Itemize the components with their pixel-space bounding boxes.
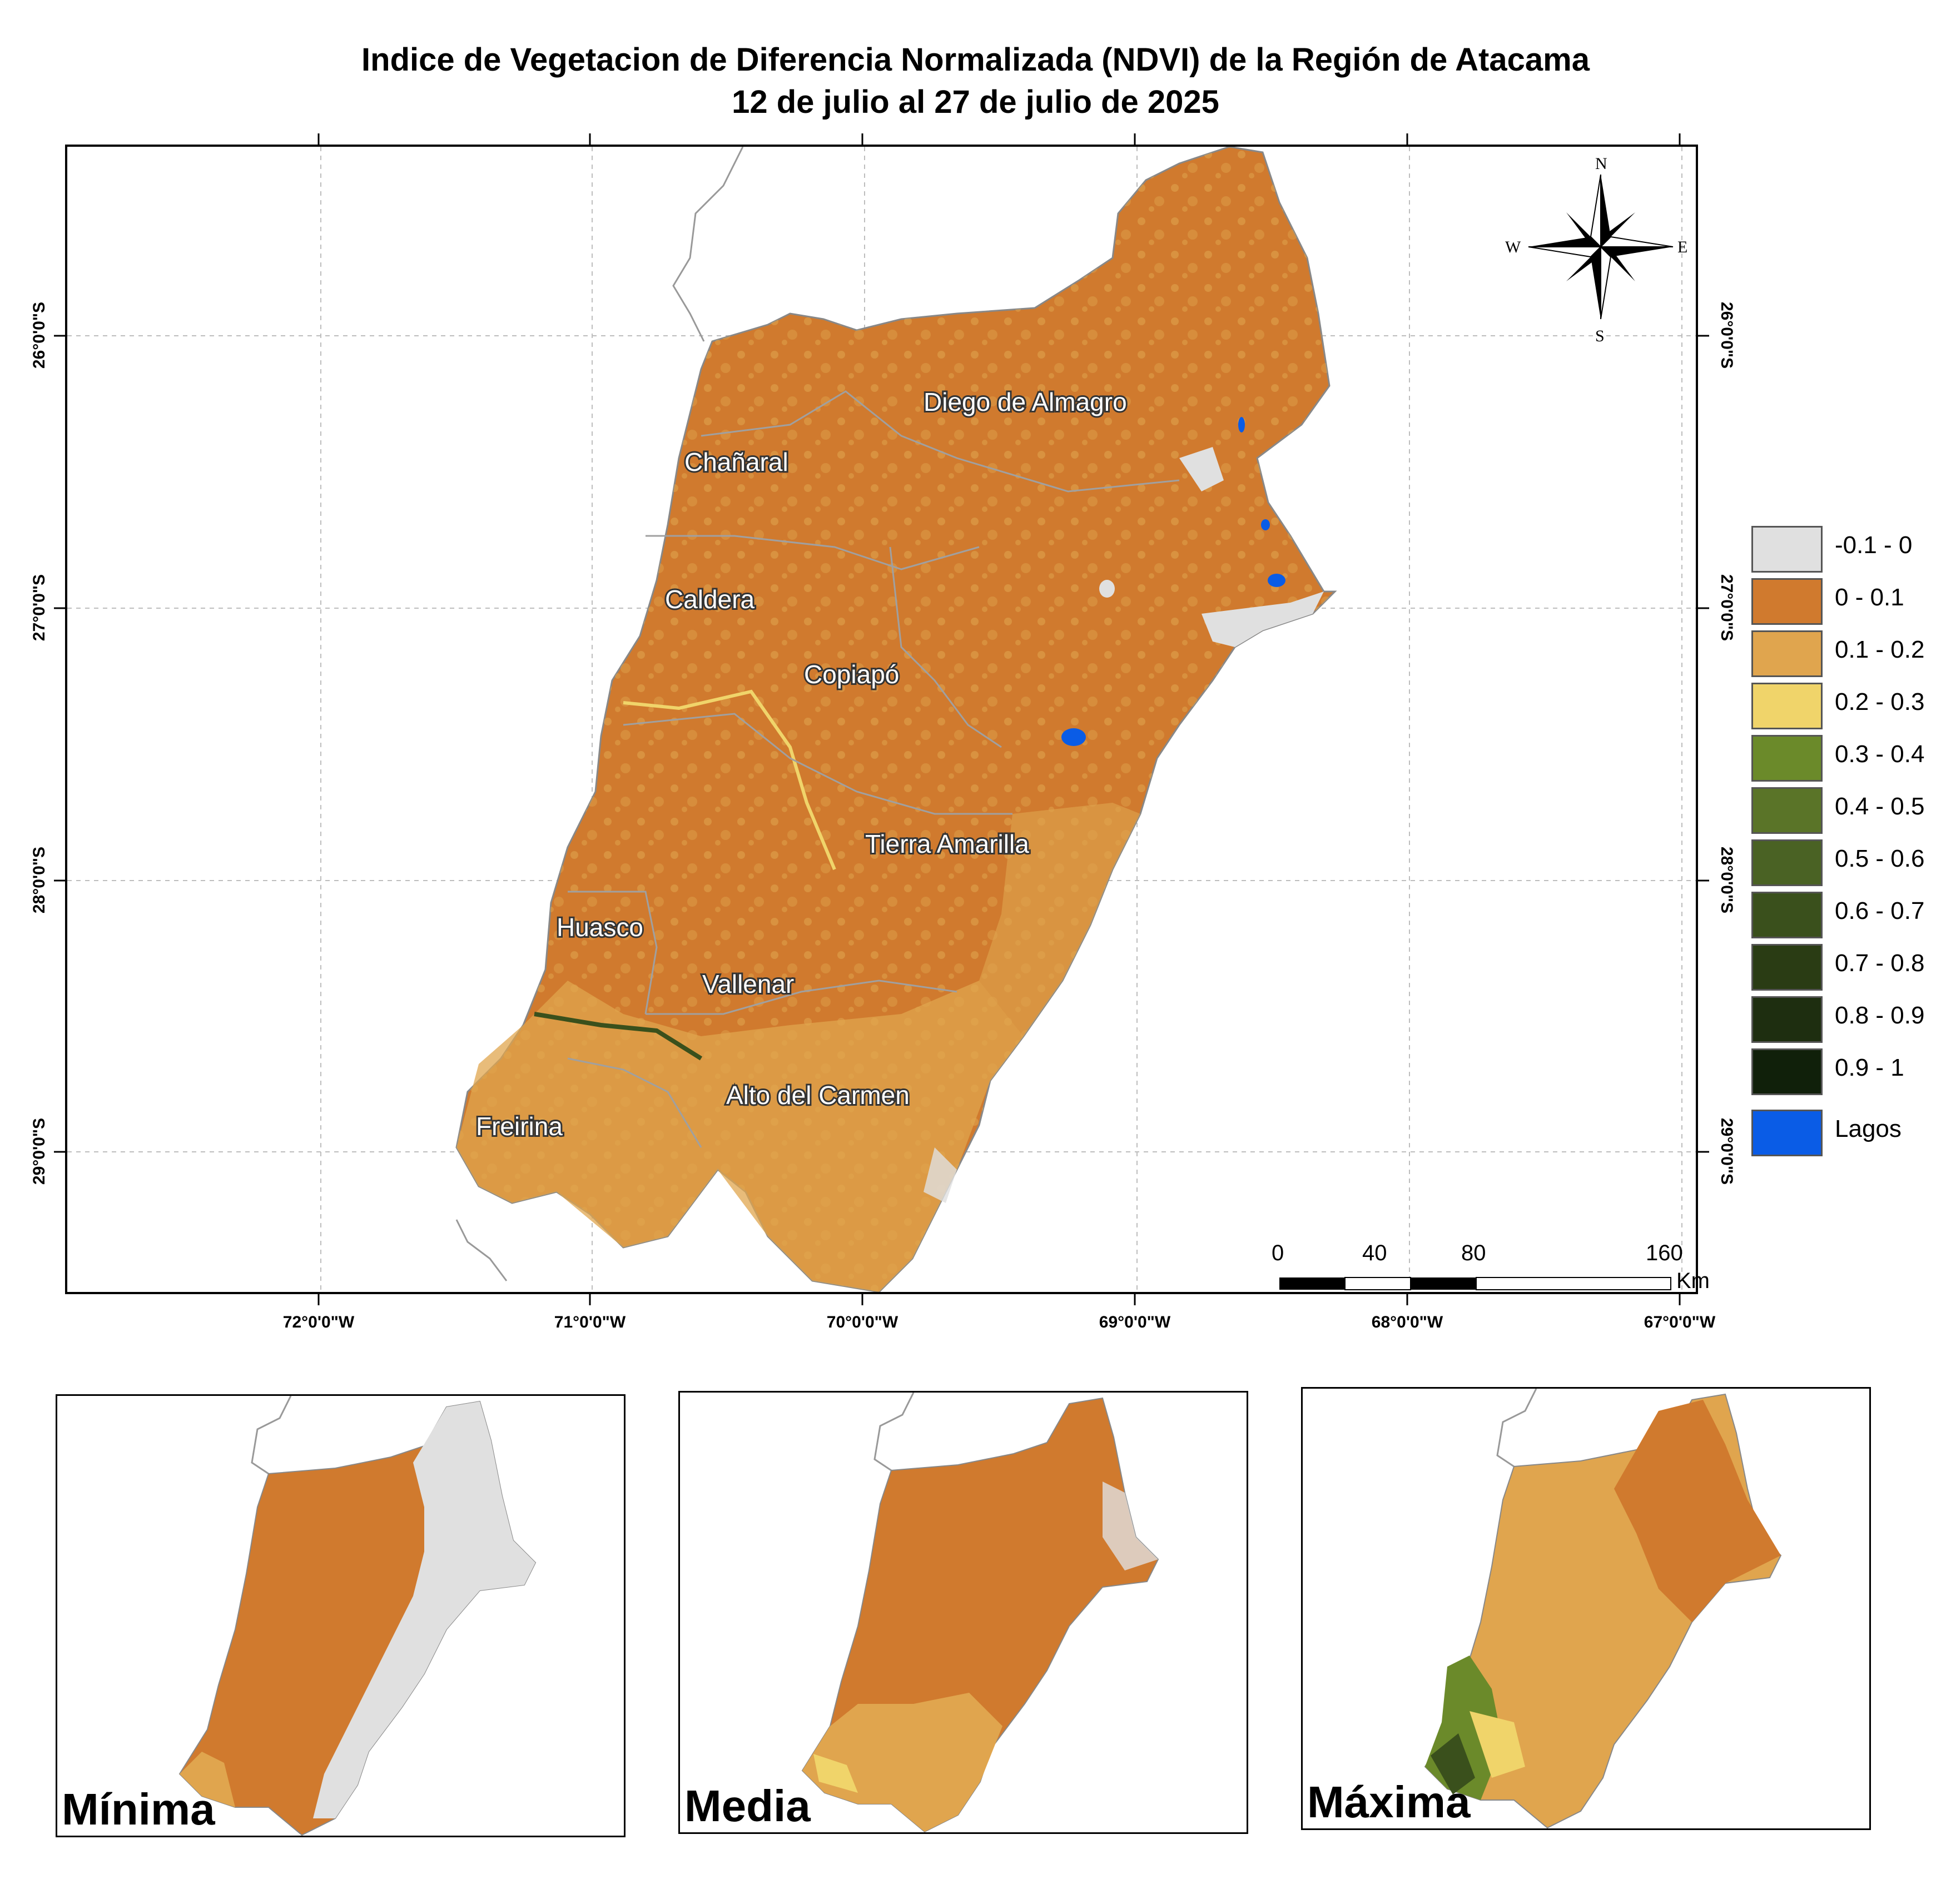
- main-map-canvas: Diego de Almagro Chañaral Caldera Copiap…: [67, 147, 1696, 1292]
- lat-label-right: 28°0'0"S: [1717, 846, 1736, 914]
- lon-label: 69°0'0"W: [1099, 1313, 1171, 1331]
- lat-label: 29°0'0"S: [30, 1117, 48, 1185]
- legend-item: 0.9 - 1: [1751, 1045, 1940, 1095]
- inset-label: Mínima: [62, 1784, 215, 1834]
- inset-maxima: Máxima: [1301, 1387, 1871, 1830]
- commune-boundaries: [567, 390, 1180, 1148]
- legend-item: Lagos: [1751, 1106, 1940, 1156]
- inset-media: Media: [678, 1391, 1248, 1834]
- inset-map: [801, 1393, 1159, 1832]
- legend-label: 0.8 - 0.9: [1835, 1002, 1925, 1029]
- scale-tick: 160: [1646, 1241, 1683, 1265]
- legend-swatch: [1751, 787, 1823, 834]
- legend-label: 0.9 - 1: [1835, 1054, 1904, 1081]
- compass-s: S: [1595, 327, 1605, 345]
- legend-swatch: [1751, 578, 1823, 625]
- inset-map: [178, 1396, 537, 1836]
- legend-label: 0.4 - 0.5: [1835, 793, 1925, 820]
- legend-label: 0.6 - 0.7: [1835, 897, 1925, 924]
- commune-label: Freirina: [476, 1112, 563, 1141]
- commune-label: Diego de Almagro: [924, 387, 1127, 416]
- main-map: Diego de Almagro Chañaral Caldera Copiap…: [65, 145, 1698, 1294]
- lon-label: 67°0'0"W: [1644, 1313, 1716, 1331]
- legend-swatch: [1751, 1048, 1823, 1095]
- legend-swatch: [1751, 735, 1823, 782]
- legend-item: 0.1 - 0.2: [1751, 627, 1940, 677]
- legend-label: 0.1 - 0.2: [1835, 636, 1925, 663]
- commune-label: Tierra Amarilla: [865, 829, 1029, 858]
- legend-item: 0 - 0.1: [1751, 575, 1940, 625]
- compass-e: E: [1677, 238, 1687, 256]
- legend-label: 0.3 - 0.4: [1835, 740, 1925, 768]
- legend-item: -0.1 - 0: [1751, 523, 1940, 573]
- scale-unit: Km: [1676, 1269, 1710, 1293]
- legend-label: Lagos: [1835, 1115, 1902, 1142]
- lat-label-right: 29°0'0"S: [1717, 1117, 1736, 1185]
- legend-swatch: [1751, 630, 1823, 677]
- map-subtitle: 12 de julio al 27 de julio de 2025: [732, 84, 1219, 120]
- lat-label: 26°0'0"S: [30, 301, 48, 369]
- legend-item: 0.7 - 0.8: [1751, 941, 1940, 991]
- legend-swatch: [1751, 944, 1823, 991]
- lat-label: 27°0'0"S: [30, 574, 48, 642]
- legend-label: 0 - 0.1: [1835, 584, 1904, 611]
- commune-label: Caldera: [665, 585, 755, 614]
- inset-label: Máxima: [1307, 1777, 1471, 1827]
- lon-label: 72°0'0"W: [282, 1313, 355, 1331]
- compass-w: W: [1505, 238, 1521, 256]
- coastline-north: [672, 147, 744, 342]
- legend-label: -0.1 - 0: [1835, 531, 1913, 559]
- compass-rose-icon: N S E W: [1505, 155, 1687, 345]
- scale-bar: [1279, 1277, 1671, 1290]
- commune-label: Vallenar: [702, 970, 794, 998]
- legend-swatch: [1751, 839, 1823, 886]
- lat-label: 28°0'0"S: [30, 846, 48, 914]
- legend-label: 0.2 - 0.3: [1835, 688, 1925, 715]
- legend-item: 0.3 - 0.4: [1751, 732, 1940, 782]
- commune-label: Alto del Carmen: [726, 1081, 910, 1110]
- map-title: Indice de Vegetacion de Diferencia Norma…: [361, 42, 1590, 78]
- commune-label: Huasco: [557, 913, 643, 942]
- legend-swatch: [1751, 996, 1823, 1043]
- scale-tick: 80: [1461, 1241, 1486, 1265]
- legend-label: 0.5 - 0.6: [1835, 845, 1925, 872]
- legend-swatch: [1751, 1110, 1823, 1156]
- inset-label: Media: [684, 1781, 811, 1831]
- legend-item: 0.8 - 0.9: [1751, 993, 1940, 1043]
- inset-map: [1424, 1389, 1782, 1828]
- legend-item: 0.6 - 0.7: [1751, 888, 1940, 938]
- legend-item: 0.2 - 0.3: [1751, 679, 1940, 729]
- lon-label: 71°0'0"W: [554, 1313, 626, 1331]
- lat-label-right: 27°0'0"S: [1717, 574, 1736, 642]
- commune-label: Copiapó: [804, 660, 899, 689]
- scale-tick: 0: [1272, 1241, 1284, 1265]
- legend-item: 0.4 - 0.5: [1751, 784, 1940, 834]
- lat-label-right: 26°0'0"S: [1717, 301, 1736, 369]
- legend-item: 0.5 - 0.6: [1751, 836, 1940, 886]
- commune-label: Chañaral: [684, 448, 788, 476]
- legend-swatch: [1751, 526, 1823, 573]
- legend-label: 0.7 - 0.8: [1835, 949, 1925, 977]
- legend-swatch: [1751, 683, 1823, 729]
- lon-label: 68°0'0"W: [1371, 1313, 1443, 1331]
- legend-swatch: [1751, 892, 1823, 938]
- scale-tick: 40: [1362, 1241, 1387, 1265]
- lon-label: 70°0'0"W: [826, 1313, 898, 1331]
- compass-n: N: [1595, 155, 1607, 173]
- inset-minima: Mínima: [56, 1394, 625, 1837]
- atacama-region: Diego de Almagro Chañaral Caldera Copiap…: [455, 147, 1337, 1292]
- coastline-south: [455, 1219, 508, 1281]
